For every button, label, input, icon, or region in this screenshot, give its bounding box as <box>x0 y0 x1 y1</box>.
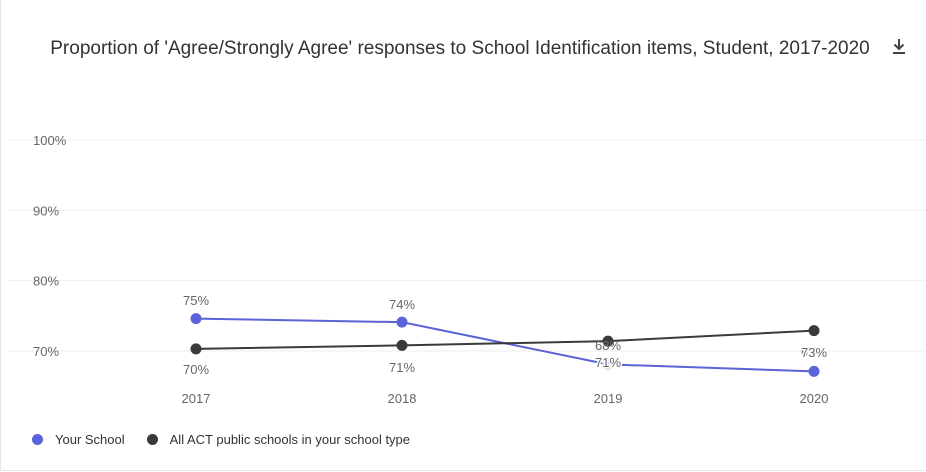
legend-item-your-school[interactable]: Your School <box>32 432 125 447</box>
data-label-your-school: 75% <box>183 293 209 308</box>
x-tick-label: 2019 <box>594 391 623 406</box>
series-line-act-public-schools <box>195 329 815 350</box>
y-tick-label: 100% <box>33 133 67 148</box>
legend: Your School All ACT public schools in yo… <box>32 429 432 449</box>
download-icon <box>893 39 905 54</box>
data-point-act-public-schools <box>396 339 408 351</box>
data-label-your-school: 68% <box>595 338 621 353</box>
data-label-your-school: 74% <box>389 297 415 312</box>
legend-item-act-public-schools[interactable]: All ACT public schools in your school ty… <box>146 431 411 447</box>
line-chart: 100% 90% 80% 70% 2017 2018 2019 2020 75% 74% 68%… <box>8 133 926 406</box>
data-label-act-public-schools: 70% <box>183 362 209 377</box>
legend-label-your-school: Your School <box>55 431 125 447</box>
legend-label-act-public-schools: All ACT public schools in your school ty… <box>169 431 411 447</box>
data-point-act-public-schools <box>602 335 614 347</box>
data-point-act-public-schools <box>190 343 202 355</box>
legend-marker-act-public-schools <box>146 433 158 445</box>
data-point-your-school <box>602 358 614 370</box>
series-line-your-school <box>195 317 815 373</box>
y-tick-label: 90% <box>33 203 59 218</box>
chart-title: Proportion of 'Agree/Strongly Agree' res… <box>50 38 870 59</box>
x-tick-label: 2018 <box>388 391 417 406</box>
data-label-act-public-schools: 71% <box>595 355 621 370</box>
data-point-your-school <box>396 316 408 328</box>
x-tick-label: 2017 <box>182 391 211 406</box>
x-tick-label: 2020 <box>800 391 829 406</box>
download-button[interactable] <box>888 36 910 58</box>
data-label-your-school: 67% <box>801 344 827 359</box>
data-label-act-public-schools: 71% <box>389 360 415 375</box>
data-point-your-school <box>808 365 820 377</box>
legend-marker-your-school <box>32 433 43 445</box>
y-tick-label: 80% <box>33 274 59 289</box>
data-point-your-school <box>190 313 202 325</box>
y-tick-label: 70% <box>33 344 59 359</box>
data-point-act-public-schools <box>808 325 820 337</box>
data-label-act-public-schools: 73% <box>801 345 827 360</box>
